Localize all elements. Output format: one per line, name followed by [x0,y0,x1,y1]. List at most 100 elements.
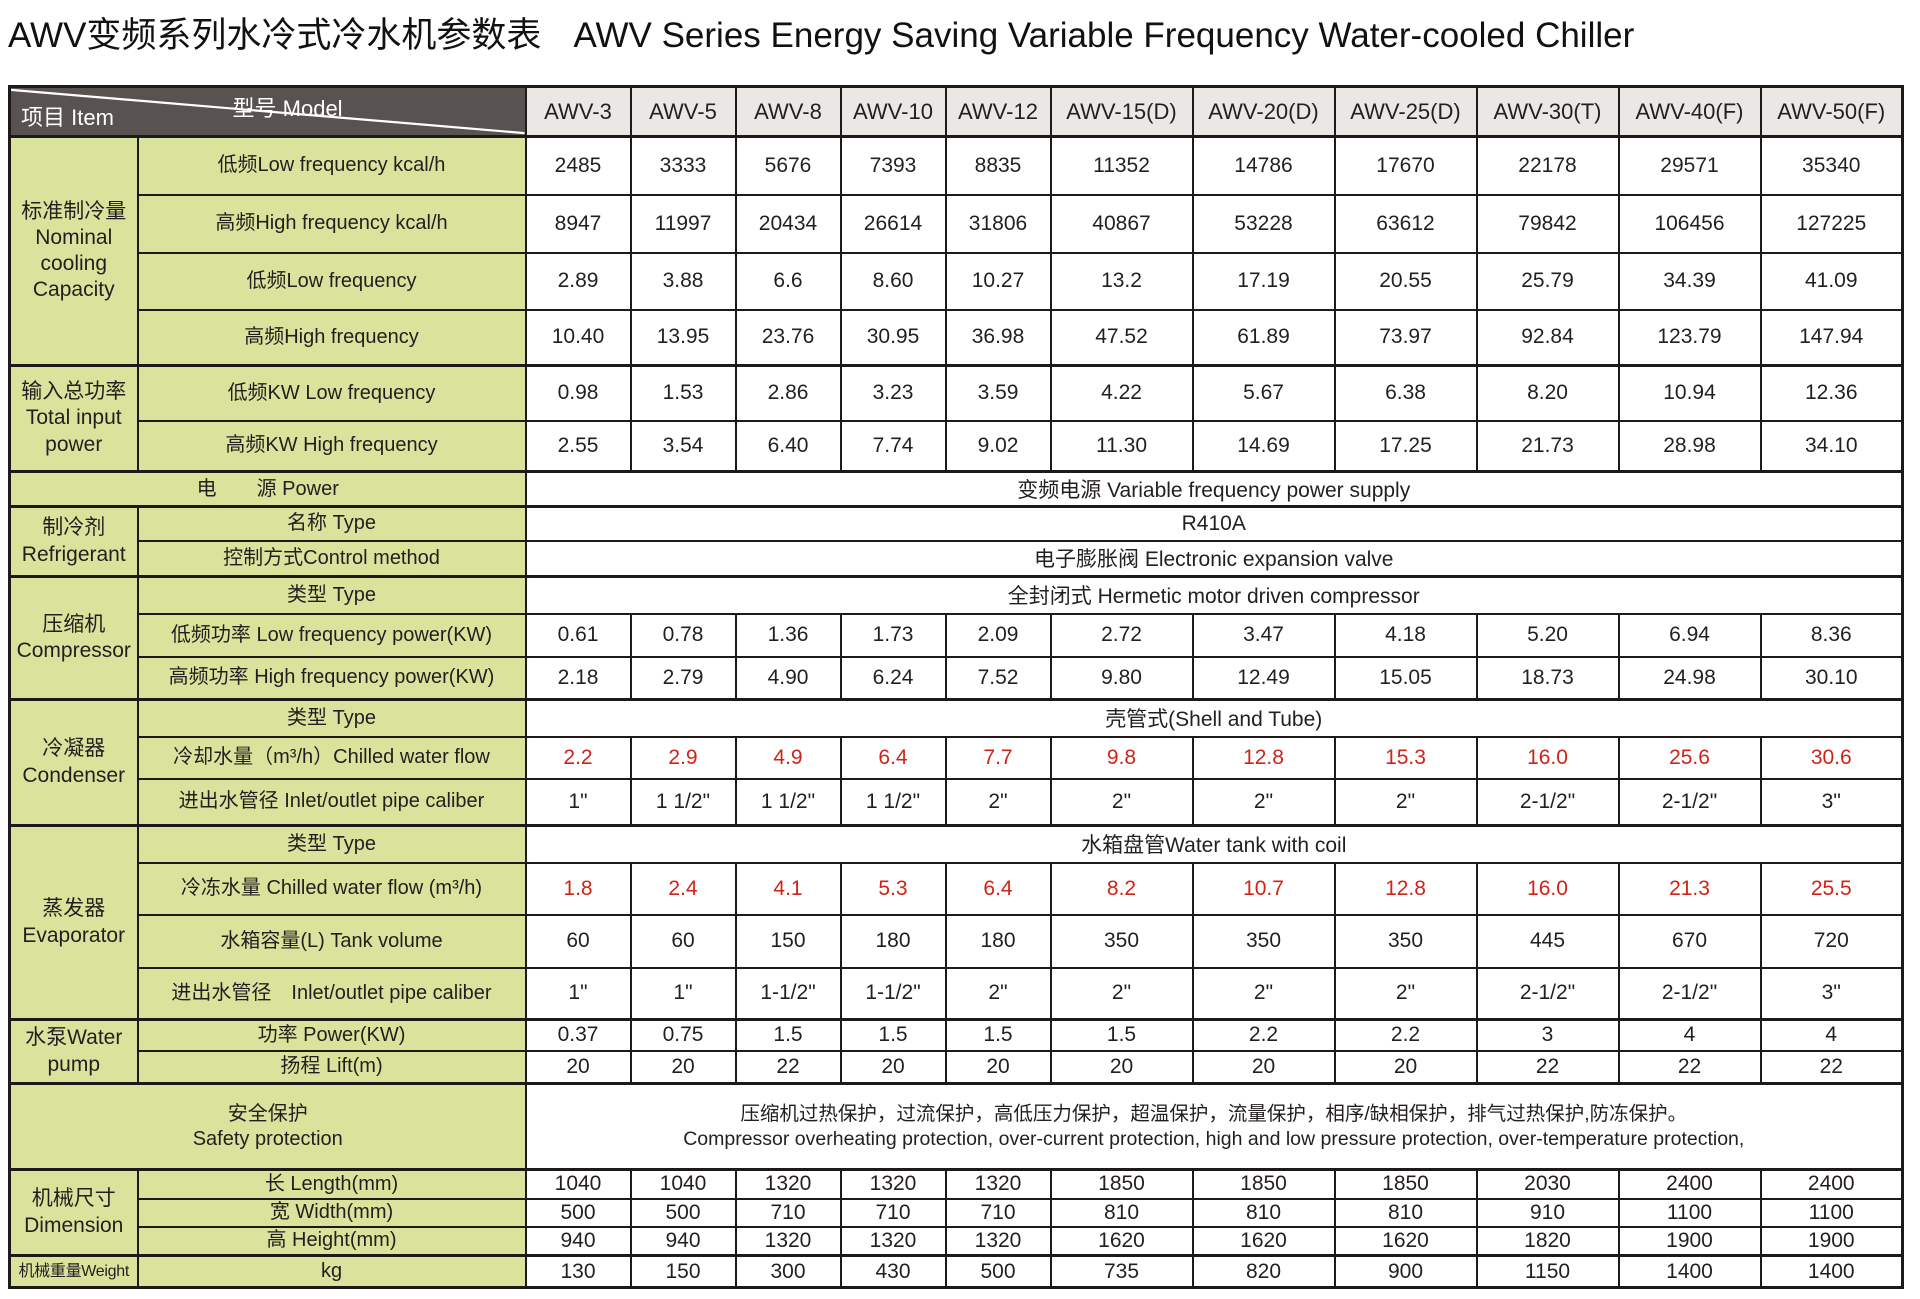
model-header: AWV-12 [944,85,1052,138]
value-cell: 5.3 [839,861,947,916]
row-group-label: 水泵Water pump [8,1018,139,1085]
model-header: AWV-3 [524,85,632,138]
value-cell: 810 [1191,1197,1336,1228]
value-cell: 1 1/2" [734,777,842,827]
value-cell: 12.8 [1191,735,1336,780]
row-label: 水箱容量(L) Tank volume [136,913,527,969]
row-label: 高频High frequency [136,308,527,367]
row-label: 高频High frequency kcal/h [136,193,527,254]
value-cell: 6.4 [839,735,947,780]
value-cell: 1" [524,777,632,827]
value-cell: 500 [524,1197,632,1228]
value-cell: 1.5 [839,1018,947,1052]
value-cell: 1" [524,966,632,1021]
value-cell: 2" [1049,777,1194,827]
value-cell: 670 [1617,913,1762,969]
value-cell: 6.40 [734,419,842,473]
value-cell: 16.0 [1475,735,1620,780]
value-cell: 3.88 [629,251,737,311]
value-cell: 7.7 [944,735,1052,780]
value-cell: 1.5 [944,1018,1052,1052]
value-cell: 3.23 [839,364,947,422]
value-cell: 41.09 [1759,251,1904,311]
value-cell: 1320 [839,1225,947,1257]
row-group-label: 压缩机 Compressor [8,575,139,701]
value-cell: 2.18 [524,655,632,701]
value-cell: 14.69 [1191,419,1336,473]
value-cell: 2.72 [1049,612,1194,658]
value-cell: 12.49 [1191,655,1336,701]
value-cell: 22 [1475,1049,1620,1085]
model-header: AWV-30(T) [1475,85,1620,138]
value-cell: 2400 [1759,1168,1904,1200]
value-cell: 147.94 [1759,308,1904,367]
row-label: 进出水管径 Inlet/outlet pipe caliber [136,777,527,827]
value-cell: 9.80 [1049,655,1194,701]
value-cell: 7393 [839,135,947,196]
value-cell: 0.98 [524,364,632,422]
model-header: AWV-40(F) [1617,85,1762,138]
row-group-label: 蒸发器 Evaporator [8,824,139,1021]
value-cell: 7.52 [944,655,1052,701]
value-cell: 720 [1759,913,1904,969]
value-cell: 3.47 [1191,612,1336,658]
value-cell: 16.0 [1475,861,1620,916]
value-cell: 1 1/2" [839,777,947,827]
row-label: 高频KW High frequency [136,419,527,473]
row-label: 功率 Power(KW) [136,1018,527,1052]
value-cell: 3.59 [944,364,1052,422]
row-label: 长 Length(mm) [136,1168,527,1200]
model-header: AWV-5 [629,85,737,138]
value-cell: 2.2 [1191,1018,1336,1052]
value-cell: 6.24 [839,655,947,701]
value-cell: 1040 [524,1168,632,1200]
value-cell: 6.4 [944,861,1052,916]
value-cell: 1.8 [524,861,632,916]
value-cell: 92.84 [1475,308,1620,367]
value-cell: 15.3 [1333,735,1478,780]
value-cell: 79842 [1475,193,1620,254]
value-cell: 1320 [839,1168,947,1200]
value-cell: 22178 [1475,135,1620,196]
value-cell: 12.8 [1333,861,1478,916]
spec-table: 型号 Model 项目 Item AWV-3 AWV-5 AWV-8 AWV-10 AWV-… [8,85,1904,1289]
value-cell: 2-1/2" [1617,777,1762,827]
value-cell: 445 [1475,913,1620,969]
value-cell: 0.75 [629,1018,737,1052]
value-cell: 8.20 [1475,364,1620,422]
value-cell: 1040 [629,1168,737,1200]
value-cell: 1850 [1333,1168,1478,1200]
value-cell: 350 [1333,913,1478,969]
value-cell: 21.73 [1475,419,1620,473]
value-cell: 5676 [734,135,842,196]
value-cell: 20434 [734,193,842,254]
row-label: 低频Low frequency [136,251,527,311]
value-cell: 73.97 [1333,308,1478,367]
corner-model-label: 型号 Model [232,96,343,121]
value-cell: 25.5 [1759,861,1904,916]
value-cell: 180 [839,913,947,969]
value-cell: 34.39 [1617,251,1762,311]
value-cell: 8.36 [1759,612,1904,658]
value-cell: 130 [524,1254,632,1289]
corner-item-label: 项目 Item [21,105,114,130]
value-cell: 25.6 [1617,735,1762,780]
value-cell: 15.05 [1333,655,1478,701]
value-cell: 2.2 [1333,1018,1478,1052]
span-value-cell: 壳管式(Shell and Tube) [524,698,1904,738]
row-group-label: 冷凝器 Condenser [8,698,139,827]
value-cell: 2" [944,777,1052,827]
model-header: AWV-25(D) [1333,85,1478,138]
span-value-cell: 全封闭式 Hermetic motor driven compressor [524,575,1904,615]
span-value-cell: 压缩机过热保护，过流保护，高低压力保护，超温保护，流量保护，相序/缺相保护，排气… [524,1082,1904,1171]
safety-text-en: Compressor overheating protection, over-… [683,1128,1745,1151]
span-value-cell: R410A [524,505,1904,542]
value-cell: 8947 [524,193,632,254]
row-group-label: 输入总功率 Total input power [8,364,139,473]
value-cell: 1400 [1617,1254,1762,1289]
value-cell: 6.38 [1333,364,1478,422]
value-cell: 810 [1049,1197,1194,1228]
value-cell: 24.98 [1617,655,1762,701]
value-cell: 820 [1191,1254,1336,1289]
